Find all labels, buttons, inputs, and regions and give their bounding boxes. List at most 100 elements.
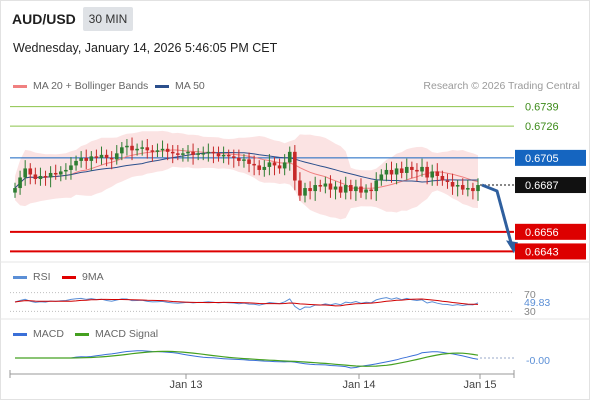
candle bbox=[53, 172, 58, 175]
candle bbox=[445, 180, 450, 183]
candle bbox=[272, 162, 277, 166]
candle bbox=[120, 147, 124, 154]
candle bbox=[389, 169, 394, 175]
rsi-tick: 30 bbox=[524, 306, 536, 318]
macd-line bbox=[15, 350, 479, 369]
legend-ma50-label: MA 50 bbox=[175, 80, 205, 92]
x-tick-label: Jan 14 bbox=[342, 379, 375, 391]
candle bbox=[231, 156, 236, 158]
candle bbox=[211, 151, 216, 154]
candle bbox=[287, 151, 292, 163]
legend-ma20-bb: MA 20 + Bollinger Bands bbox=[13, 80, 148, 92]
legend-rsi-ma-label: 9MA bbox=[82, 271, 104, 283]
candle bbox=[369, 189, 373, 192]
candle bbox=[333, 186, 338, 190]
candle bbox=[435, 171, 440, 176]
macd-signal-line bbox=[15, 350, 479, 367]
candle bbox=[237, 157, 241, 161]
candle bbox=[155, 150, 160, 152]
candle bbox=[130, 145, 134, 151]
candle bbox=[104, 154, 109, 158]
candle bbox=[23, 168, 27, 178]
level-label-pivot: 0.6705 bbox=[525, 153, 559, 165]
candle bbox=[267, 162, 272, 167]
candle bbox=[384, 169, 389, 175]
legend-macd-signal-label: MACD Signal bbox=[95, 328, 159, 340]
candle bbox=[109, 157, 114, 160]
timeframe-button[interactable]: 30 MIN bbox=[83, 7, 133, 31]
rsi-ma-swatch bbox=[62, 275, 76, 279]
candle bbox=[354, 186, 358, 192]
candle bbox=[170, 151, 175, 154]
candle bbox=[191, 151, 195, 155]
candle bbox=[58, 171, 63, 175]
candle bbox=[247, 159, 251, 164]
ma20-swatch bbox=[13, 84, 27, 88]
ma50-line bbox=[14, 151, 478, 189]
candle bbox=[48, 172, 53, 178]
candle bbox=[89, 156, 94, 161]
legend-ma50: MA 50 bbox=[155, 80, 205, 92]
legend-rsi-ma: 9MA bbox=[62, 271, 104, 283]
candle bbox=[252, 163, 256, 166]
candle bbox=[74, 160, 78, 166]
candle bbox=[125, 145, 129, 148]
legend-rsi: RSI bbox=[13, 271, 51, 283]
candle bbox=[94, 156, 99, 158]
rsi-swatch bbox=[13, 275, 27, 279]
candle bbox=[69, 165, 73, 170]
rsi-tick: 49.83 bbox=[524, 297, 550, 309]
candle bbox=[196, 153, 200, 155]
candle bbox=[186, 151, 190, 154]
candle bbox=[471, 188, 475, 192]
macd-tick: -0.00 bbox=[526, 355, 550, 367]
candle bbox=[33, 174, 38, 179]
candle bbox=[313, 185, 317, 192]
level-label-resistance: 0.6726 bbox=[525, 121, 559, 133]
rsi-line bbox=[14, 297, 479, 311]
candle bbox=[13, 188, 17, 193]
ma20-line bbox=[14, 149, 479, 189]
level-badge-support bbox=[515, 243, 586, 260]
x-tick-label: Jan 15 bbox=[463, 379, 496, 391]
candle bbox=[84, 157, 89, 161]
candle bbox=[323, 183, 328, 187]
legend-rsi-label: RSI bbox=[33, 271, 51, 283]
candle bbox=[38, 175, 43, 179]
candle bbox=[415, 169, 419, 172]
level-label-support: 0.6656 bbox=[525, 227, 559, 239]
candle bbox=[277, 165, 282, 169]
candle bbox=[466, 188, 470, 190]
candle bbox=[206, 151, 211, 154]
candle bbox=[135, 148, 139, 151]
candle bbox=[379, 174, 384, 181]
candle bbox=[450, 182, 455, 187]
candle bbox=[440, 175, 445, 181]
candle bbox=[455, 185, 460, 187]
rsi-tick: 70 bbox=[524, 289, 536, 301]
candle bbox=[181, 153, 185, 155]
candle bbox=[293, 151, 297, 181]
candle bbox=[298, 180, 302, 196]
candle bbox=[364, 189, 368, 193]
candle bbox=[160, 148, 165, 151]
bollinger-band bbox=[15, 130, 478, 220]
candle bbox=[338, 186, 343, 193]
candle bbox=[145, 147, 150, 151]
datetime-label: Wednesday, January 14, 2026 5:46:05 PM C… bbox=[13, 41, 278, 55]
level-label-resistance: 0.6739 bbox=[525, 102, 559, 114]
rsi-ma-line bbox=[14, 298, 479, 307]
candle bbox=[262, 166, 267, 170]
candle bbox=[282, 162, 287, 169]
candle bbox=[165, 148, 170, 152]
legend-macd: MACD bbox=[13, 328, 64, 340]
candle bbox=[303, 188, 307, 196]
candle bbox=[226, 154, 231, 157]
candle bbox=[404, 166, 409, 173]
candle bbox=[242, 159, 246, 161]
candle bbox=[420, 166, 424, 172]
candle bbox=[476, 185, 480, 192]
candle bbox=[430, 171, 435, 178]
candle bbox=[394, 168, 399, 175]
